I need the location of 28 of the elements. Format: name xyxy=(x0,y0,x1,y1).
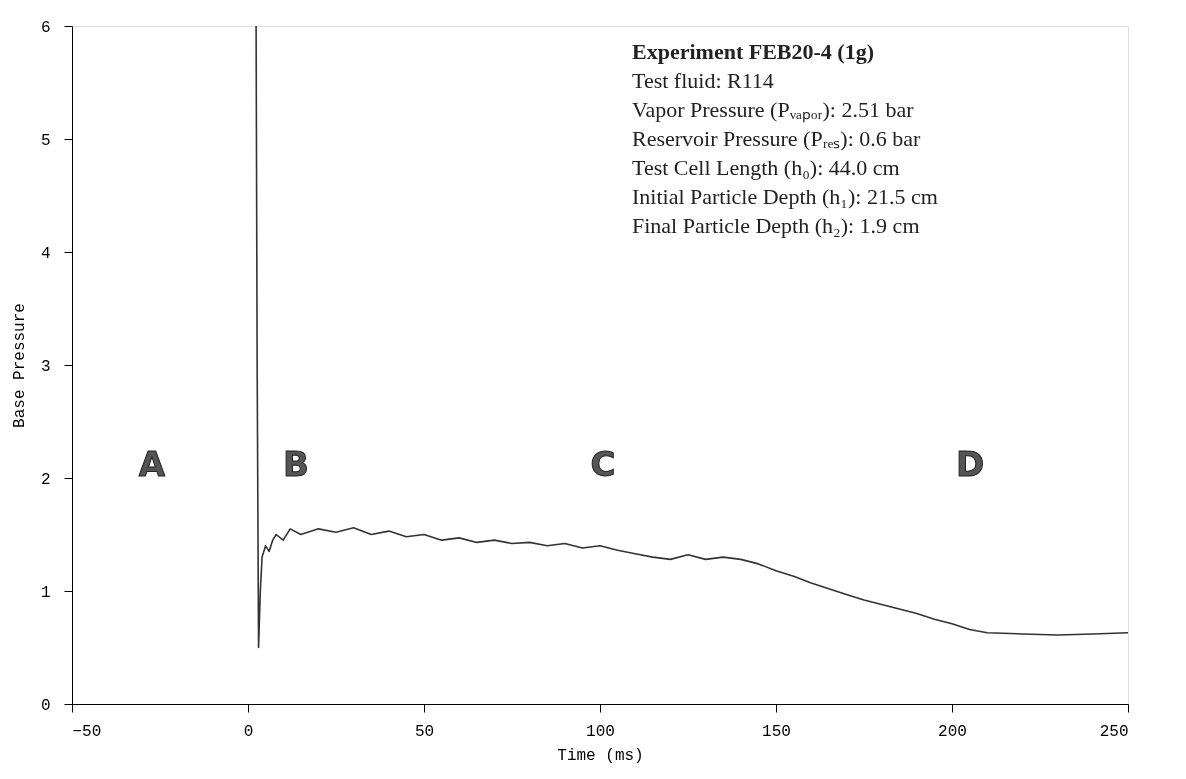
annotation: B xyxy=(283,444,309,484)
x-tick-label: 50 xyxy=(414,722,435,741)
line-series xyxy=(255,25,1129,649)
annotation: Test fluid: R114 xyxy=(632,68,774,93)
annotation: Final Particle Depth (h₂): 1.9 cm xyxy=(632,213,920,238)
y-axis-title: Base Pressure xyxy=(10,303,29,428)
x-tick-label: 250 xyxy=(1099,722,1129,741)
y-tick-label: 2 xyxy=(40,470,51,489)
x-tick-label: 150 xyxy=(762,722,791,741)
y-tick-label: 0 xyxy=(40,696,51,715)
annotation: C xyxy=(590,444,616,484)
y-tick-label: 3 xyxy=(40,357,51,376)
y-tick-label: 5 xyxy=(40,131,51,150)
annotation: Reservoir Pressure (Pᵣₑₛ): 0.6 bar xyxy=(632,126,922,151)
x-tick-label: 200 xyxy=(938,722,967,741)
annotation: Experiment FEB20-4 (1g) xyxy=(632,39,874,64)
y-tick-label: 4 xyxy=(40,244,51,263)
annotation: D xyxy=(955,444,985,484)
x-tick-label: 0 xyxy=(243,722,254,741)
annotation: A xyxy=(138,444,166,484)
y-tick-label: 1 xyxy=(40,583,51,602)
y-tick-label: 6 xyxy=(40,18,51,37)
x-tick-label: 100 xyxy=(586,722,615,741)
annotation: Test Cell Length (h₀): 44.0 cm xyxy=(632,155,900,180)
x-tick-label: −50 xyxy=(72,722,102,741)
x-axis-title: Time (ms) xyxy=(557,746,644,765)
annotation: Vapor Pressure (Pᵥₐₚₒᵣ): 2.51 bar xyxy=(632,97,915,123)
annotation: Initial Particle Depth (h₁): 21.5 cm xyxy=(632,184,938,209)
